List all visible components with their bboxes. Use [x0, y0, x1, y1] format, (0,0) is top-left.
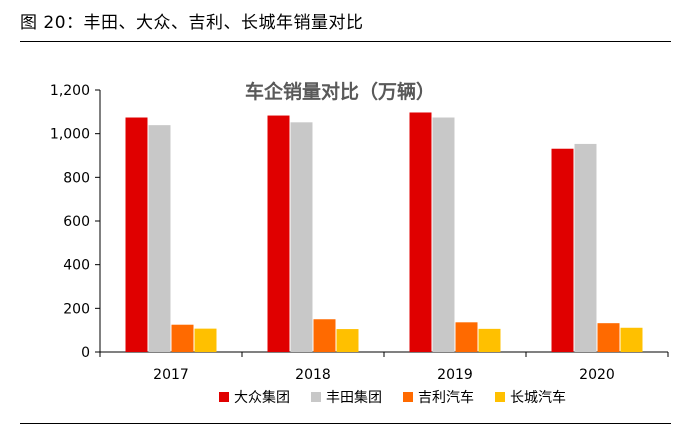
y-tick-label: 1,200 — [50, 83, 90, 99]
bar — [267, 115, 290, 352]
bar — [125, 117, 148, 352]
bar — [478, 328, 501, 352]
legend-swatch — [311, 392, 321, 402]
bar — [171, 324, 194, 352]
bar — [574, 143, 597, 352]
legend-swatch — [219, 392, 229, 402]
bottom-rule — [20, 423, 671, 424]
x-tick-label: 2018 — [295, 367, 331, 383]
legend-label: 丰田集团 — [326, 389, 382, 406]
y-tick-label: 1,000 — [50, 127, 90, 143]
caption-rule — [20, 41, 671, 42]
bar — [455, 322, 478, 352]
bar — [597, 323, 620, 352]
bar — [551, 148, 574, 352]
chart-axes: 0 200 400 600 800 1,000 1,200 2017 2018 2019 2020 — [50, 83, 669, 383]
bar — [336, 329, 359, 352]
legend-label: 吉利汽车 — [418, 389, 474, 406]
bar — [194, 328, 217, 352]
x-tick-label: 2019 — [437, 367, 473, 383]
bar — [620, 327, 643, 352]
y-tick-label: 800 — [63, 170, 90, 186]
y-tick-label: 600 — [63, 214, 90, 230]
y-tick-label: 0 — [81, 345, 90, 361]
legend-swatch — [403, 392, 413, 402]
bar — [148, 125, 171, 352]
chart-bars — [125, 112, 643, 353]
legend-swatch — [495, 392, 505, 402]
bar — [409, 112, 432, 352]
figure-caption: 图 20：丰田、大众、吉利、长城年销量对比 — [20, 13, 364, 33]
x-tick-label: 2020 — [579, 367, 615, 383]
x-tick-label: 2017 — [153, 367, 189, 383]
bar — [432, 117, 455, 352]
y-tick-label: 400 — [63, 258, 90, 274]
chart-title: 车企销量对比（万辆） — [245, 80, 435, 103]
legend-label: 大众集团 — [234, 389, 290, 406]
y-tick-label: 200 — [63, 301, 90, 317]
bar — [290, 122, 313, 353]
bar — [313, 319, 336, 352]
legend-label: 长城汽车 — [510, 389, 566, 406]
chart-legend: 大众集团 丰田集团 吉利汽车 长城汽车 — [219, 389, 566, 406]
